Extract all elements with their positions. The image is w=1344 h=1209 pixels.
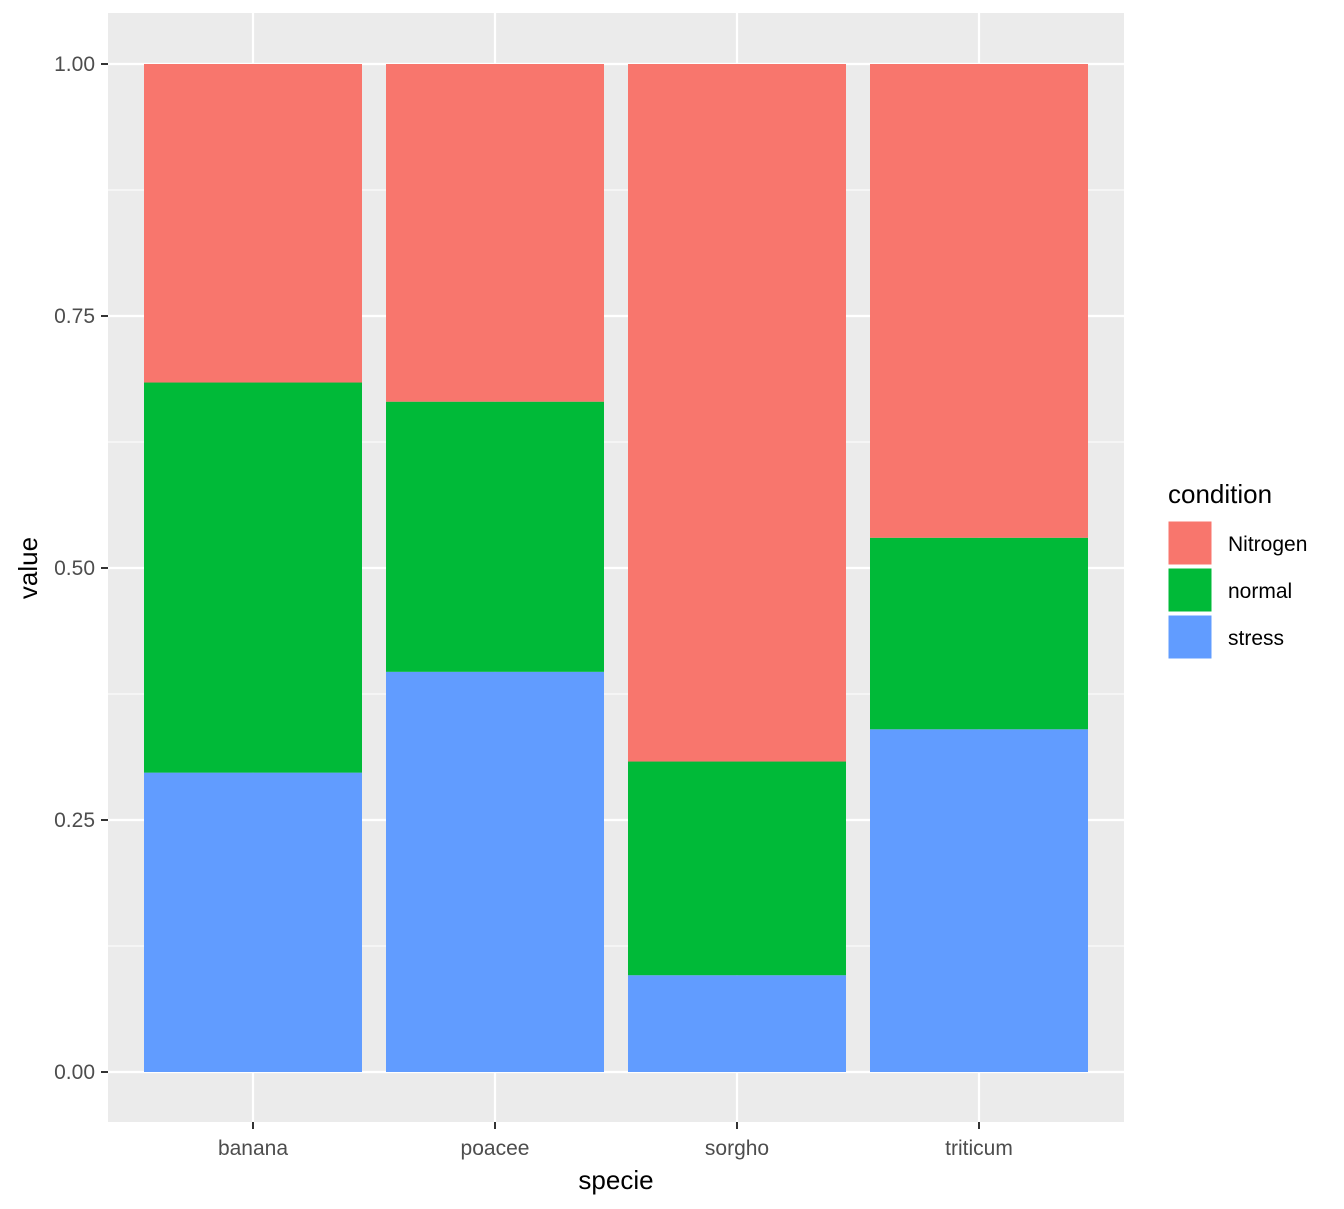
bar-sorgho-stress xyxy=(628,975,846,1072)
bar-triticum-stress xyxy=(870,729,1088,1072)
bar-poacee-nitrogen xyxy=(386,64,604,402)
x-axis: banana poacee sorgho triticum xyxy=(218,1122,1013,1160)
x-tick-label-banana: banana xyxy=(218,1137,288,1160)
legend-key-normal xyxy=(1167,567,1213,613)
bar-banana-normal xyxy=(144,382,362,773)
legend-title: condition xyxy=(1168,479,1272,509)
bar-triticum-normal xyxy=(870,537,1088,730)
bar-poacee-stress xyxy=(386,671,604,1072)
x-tick-label-poacee: poacee xyxy=(461,1137,530,1160)
y-tick-label: 0.25 xyxy=(54,809,95,832)
legend-key-nitrogen xyxy=(1167,520,1213,566)
legend-label-normal: normal xyxy=(1228,580,1292,603)
y-tick-label: 0.00 xyxy=(54,1061,95,1084)
x-tick-label-sorgho: sorgho xyxy=(705,1137,769,1160)
bar-banana-nitrogen xyxy=(144,64,362,383)
y-tick-label: 0.75 xyxy=(54,305,95,328)
y-axis: 0.00 0.25 0.50 0.75 1.00 xyxy=(54,53,108,1084)
x-axis-title: specie xyxy=(578,1165,653,1195)
x-tick-label-triticum: triticum xyxy=(945,1137,1013,1160)
legend: condition Nitrogen normal stress xyxy=(1167,479,1307,660)
bars xyxy=(144,64,1088,1072)
legend-key-stress xyxy=(1167,614,1213,660)
bar-triticum-nitrogen xyxy=(870,64,1088,538)
legend-items: Nitrogen normal stress xyxy=(1167,520,1307,660)
bar-sorgho-nitrogen xyxy=(628,64,846,762)
y-axis-title: value xyxy=(13,537,43,599)
bar-poacee-normal xyxy=(386,401,604,672)
legend-label-stress: stress xyxy=(1228,627,1284,650)
bar-sorgho-normal xyxy=(628,761,846,976)
y-tick-label: 1.00 xyxy=(54,53,95,76)
bar-banana-stress xyxy=(144,772,362,1072)
y-tick-label: 0.50 xyxy=(54,557,95,580)
legend-label-nitrogen: Nitrogen xyxy=(1228,533,1307,556)
